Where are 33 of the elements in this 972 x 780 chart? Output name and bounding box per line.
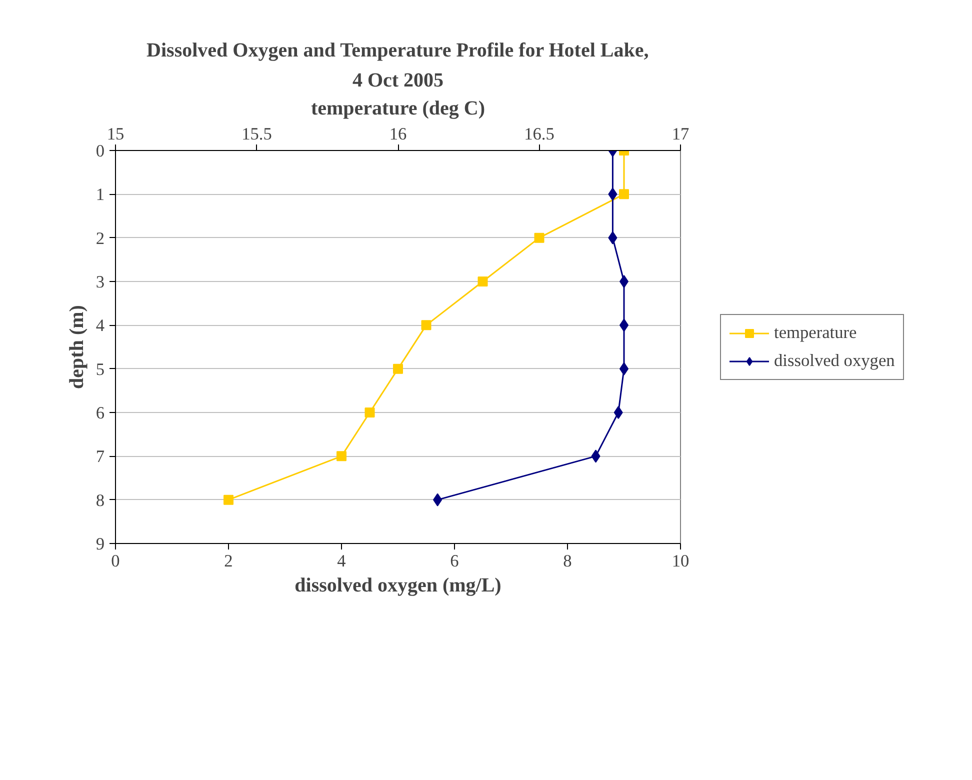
x2-tick-label: 17 <box>672 124 690 144</box>
x-tick-label: 2 <box>224 552 233 570</box>
x-axis-title: dissolved oxygen (mg/L) <box>294 574 502 596</box>
x-tick-label: 10 <box>672 552 690 570</box>
chart-subtitle: 4 Oct 2005 <box>352 70 444 92</box>
y-tick-label: 3 <box>96 272 105 292</box>
y-tick-label: 6 <box>96 404 105 422</box>
x2-tick-label: 15 <box>106 124 124 144</box>
legend-label: temperature <box>774 322 857 342</box>
y-tick-label: 8 <box>96 490 105 510</box>
point <box>591 450 600 463</box>
point <box>608 231 618 244</box>
y-tick-label: 0 <box>96 142 105 160</box>
legend-label: dissolved oxygen <box>774 350 895 370</box>
x-tick-label: 0 <box>111 552 120 570</box>
point <box>433 493 442 506</box>
chart-title: Dissolved Oxygen and Temperature Profile for Hotel Lake, <box>146 40 649 62</box>
x-tick-label: 8 <box>563 552 572 570</box>
point <box>608 188 618 201</box>
x2-tick-label: 16 <box>389 124 407 144</box>
x2-tick-label: 15.5 <box>242 124 272 144</box>
x2-tick-label: 16.5 <box>524 124 554 144</box>
x-tick-label: 4 <box>337 552 346 570</box>
y-axis-title: depth (m) <box>66 305 88 389</box>
y-tick-label: 5 <box>96 360 105 379</box>
y-tick-label: 2 <box>96 228 105 248</box>
y-tick-label: 9 <box>96 534 105 554</box>
x-tick-label: 6 <box>450 552 460 570</box>
y-tick-label: 1 <box>96 185 105 204</box>
point <box>614 406 623 419</box>
x2-axis-title: temperature (deg C) <box>310 98 486 120</box>
y-tick-label: 4 <box>96 316 105 336</box>
y-tick-label: 7 <box>96 447 105 466</box>
